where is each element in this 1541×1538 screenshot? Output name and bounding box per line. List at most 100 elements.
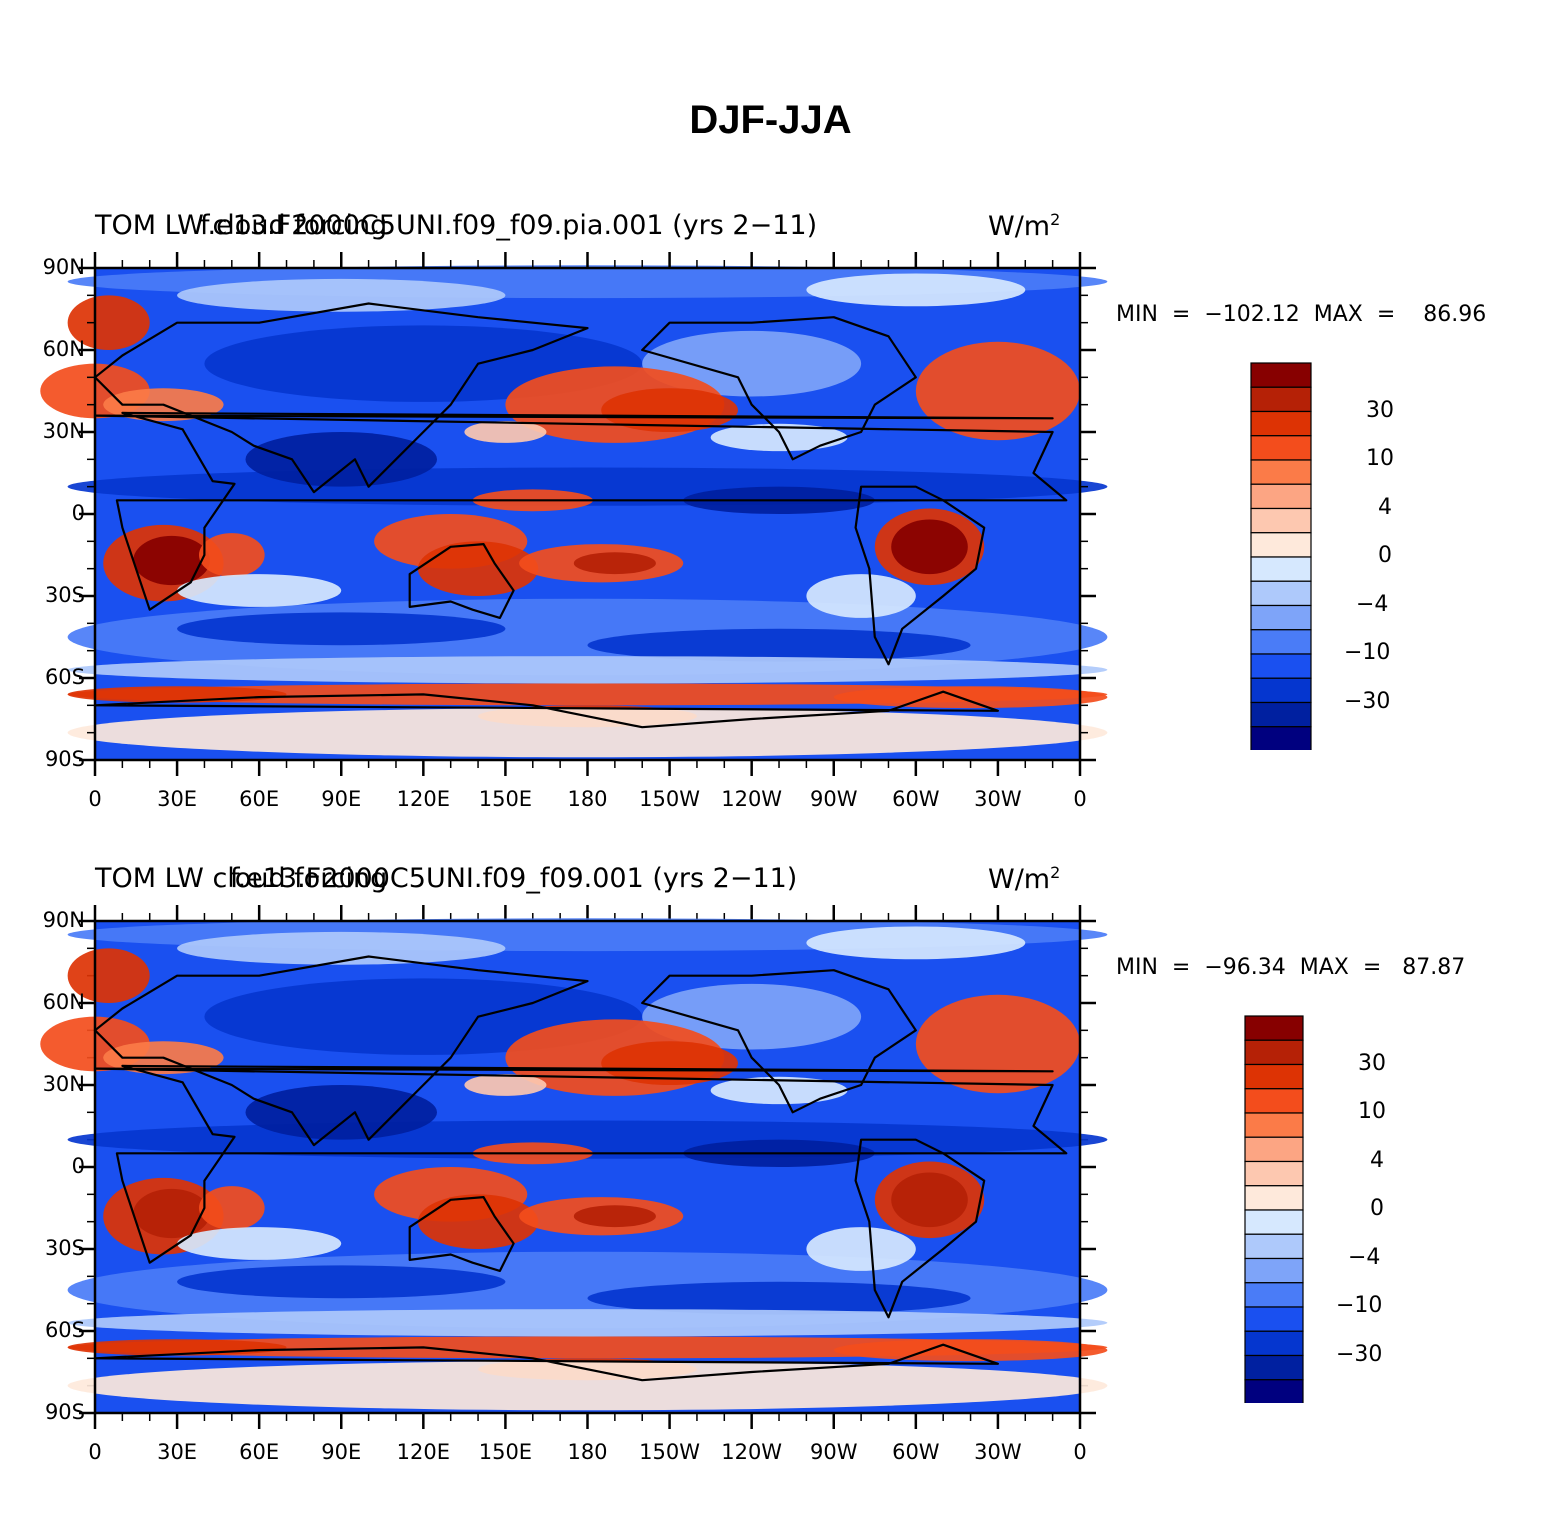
- colorbar-swatch: [1244, 1306, 1304, 1332]
- lat-tick-label: 90N: [42, 255, 85, 279]
- panel-1-left-title: TOM LW cloud forcing: [95, 210, 388, 241]
- lon-tick-label: 120E: [396, 1440, 451, 1464]
- lon-tick-label: 0: [88, 1440, 102, 1464]
- lat-tick-label: 90N: [42, 908, 85, 932]
- lon-tick-label: 90E: [321, 787, 362, 811]
- colorbar-swatch: [1250, 410, 1312, 437]
- colorbar-swatch: [1250, 362, 1312, 388]
- panel-1-minmax: MIN = −102.12 MAX = 86.96: [1116, 302, 1487, 327]
- colorbar-swatch: [1250, 556, 1312, 582]
- lon-tick-label: 60E: [239, 1440, 280, 1464]
- colorbar-swatch: [1250, 677, 1312, 704]
- lat-tick-label: 30S: [44, 583, 85, 607]
- colorbar-tick-label: 10: [1366, 446, 1394, 471]
- panel-1-colorbar: [1250, 362, 1312, 750]
- panel-1-center-title: f.e13.F2000C5UNI.f09_f09.pia.001 (yrs 2−…: [200, 210, 818, 241]
- colorbar-swatch: [1250, 532, 1312, 558]
- colorbar-tick-label: 4: [1378, 494, 1392, 520]
- colorbar-swatch: [1244, 1354, 1304, 1381]
- colorbar-swatch: [1244, 1136, 1304, 1163]
- lon-tick-label: 30W: [974, 787, 1022, 811]
- colorbar-swatch: [1250, 701, 1312, 728]
- panel-2-units: W/m2: [988, 863, 1061, 895]
- lon-tick-label: 0: [88, 787, 102, 811]
- colorbar-tick-label: −10: [1336, 1293, 1383, 1318]
- lat-tick-label: 30N: [42, 419, 85, 443]
- colorbar-tick-label: −4: [1348, 1244, 1381, 1270]
- colorbar-tick-label: −10: [1344, 640, 1391, 665]
- lon-tick-label: 150W: [639, 787, 701, 811]
- panel-2-minmax: MIN = −96.34 MAX = 87.87: [1116, 955, 1466, 980]
- lon-tick-label: 0: [1073, 787, 1087, 811]
- panel-2-colorbar: [1244, 1015, 1304, 1403]
- panel-1-units: W/m2: [988, 210, 1061, 242]
- lon-tick-label: 30W: [974, 1440, 1022, 1464]
- colorbar-tick-label: 0: [1378, 543, 1392, 568]
- panel-2-map: [40, 918, 1108, 1415]
- colorbar-swatch: [1250, 386, 1312, 413]
- colorbar-tick-label: 30: [1358, 1050, 1386, 1076]
- colorbar-swatch: [1244, 1160, 1304, 1187]
- colorbar-swatch: [1250, 483, 1312, 510]
- lon-tick-label: 150W: [639, 1440, 701, 1464]
- lon-tick-label: 180: [567, 1440, 608, 1464]
- lon-tick-label: 60W: [892, 1440, 940, 1464]
- colorbar-swatch: [1244, 1039, 1304, 1066]
- colorbar-swatch: [1250, 459, 1312, 485]
- lon-tick-label: 60E: [239, 787, 280, 811]
- colorbar-swatch: [1250, 580, 1312, 607]
- colorbar-tick-label: 0: [1370, 1196, 1384, 1221]
- lon-tick-label: 150E: [478, 787, 533, 811]
- lon-tick-label: 30E: [157, 1440, 198, 1464]
- colorbar-tick-label: −30: [1344, 688, 1391, 714]
- colorbar-swatch: [1244, 1282, 1304, 1308]
- lat-tick-label: 90S: [44, 1400, 85, 1424]
- colorbar-swatch: [1244, 1015, 1304, 1041]
- panel-2-left-title: TOM LW cloud forcing: [95, 863, 388, 894]
- lat-tick-label: 60N: [42, 337, 85, 361]
- colorbar-swatch: [1250, 726, 1312, 750]
- lon-tick-label: 120W: [721, 787, 783, 811]
- lon-tick-label: 120W: [721, 1440, 783, 1464]
- colorbar-swatch: [1250, 629, 1312, 655]
- colorbar-tick-label: 4: [1370, 1147, 1384, 1173]
- colorbar-swatch: [1244, 1112, 1304, 1138]
- colorbar-swatch: [1244, 1257, 1304, 1284]
- colorbar-swatch: [1244, 1209, 1304, 1235]
- lon-tick-label: 120E: [396, 787, 451, 811]
- colorbar-tick-label: 30: [1366, 397, 1394, 423]
- lon-tick-label: 150E: [478, 1440, 533, 1464]
- colorbar-swatch: [1244, 1379, 1304, 1403]
- lon-tick-label: 180: [567, 787, 608, 811]
- figure-title: DJF-JJA: [689, 98, 852, 142]
- colorbar-swatch: [1250, 507, 1312, 534]
- colorbar-tick-label: −30: [1336, 1341, 1383, 1367]
- panel-2-center-title: f.e13.F2000C5UNI.f09_f09.001 (yrs 2−11): [230, 863, 798, 894]
- lat-tick-label: 90S: [44, 747, 85, 771]
- lat-tick-label: 60N: [42, 990, 85, 1014]
- colorbar-swatch: [1250, 604, 1312, 631]
- colorbar-swatch: [1244, 1233, 1304, 1260]
- lat-tick-label: 0: [71, 501, 85, 525]
- colorbar-tick-label: 10: [1358, 1099, 1386, 1124]
- lat-tick-label: 30N: [42, 1072, 85, 1096]
- lon-tick-label: 90E: [321, 1440, 362, 1464]
- lon-tick-label: 90W: [810, 787, 858, 811]
- colorbar-swatch: [1250, 435, 1312, 461]
- lon-tick-label: 0: [1073, 1440, 1087, 1464]
- panel-1-map: [40, 265, 1108, 762]
- lat-tick-label: 60S: [44, 1318, 85, 1342]
- colorbar-swatch: [1244, 1330, 1304, 1357]
- colorbar-tick-label: −4: [1356, 591, 1389, 617]
- lat-tick-label: 0: [71, 1154, 85, 1178]
- lon-tick-label: 30E: [157, 787, 198, 811]
- colorbar-swatch: [1250, 653, 1312, 679]
- lat-tick-label: 60S: [44, 665, 85, 689]
- colorbar-swatch: [1244, 1088, 1304, 1114]
- lat-tick-label: 30S: [44, 1236, 85, 1260]
- colorbar-swatch: [1244, 1185, 1304, 1211]
- lon-tick-label: 60W: [892, 787, 940, 811]
- colorbar-swatch: [1244, 1063, 1304, 1090]
- lon-tick-label: 90W: [810, 1440, 858, 1464]
